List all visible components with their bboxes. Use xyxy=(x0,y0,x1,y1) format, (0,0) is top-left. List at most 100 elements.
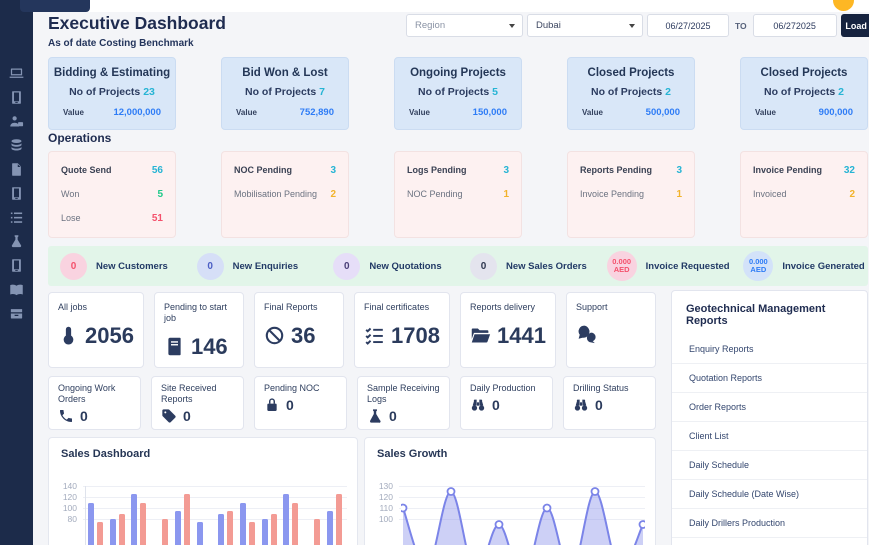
sales-dashboard-bars xyxy=(85,486,347,545)
stat-value: 0 xyxy=(595,396,603,413)
stat-drilling-status: Drilling Status 0 xyxy=(563,376,656,430)
report-link-client-list[interactable]: Client List xyxy=(672,422,867,451)
kpi-card-bid-won-lost: Bid Won & Lost No of Projects 7 Value 752… xyxy=(221,57,349,130)
kpi-title: Closed Projects xyxy=(760,67,848,79)
projects-label: No of Projects xyxy=(69,86,141,98)
value-amount: 150,000 xyxy=(472,107,507,118)
amount: 0.000 xyxy=(612,256,632,266)
binoculars-icon xyxy=(573,397,589,413)
kpi-card-closed-1: Closed Projects No of Projects 2 Value 50… xyxy=(567,57,695,130)
user-lock-icon[interactable] xyxy=(9,114,24,129)
currency: AED xyxy=(750,265,767,274)
summary-band: 0 New Customers 0 New Enquiries 0 New Qu… xyxy=(48,246,868,286)
bar-blue-2 xyxy=(131,494,138,545)
report-link-daily-drillers[interactable]: Daily Drillers Production xyxy=(672,509,867,538)
notebook-icon[interactable] xyxy=(9,90,24,105)
region-select[interactable]: Region xyxy=(406,14,523,37)
kpi-card-closed-2: Closed Projects No of Projects 2 Value 90… xyxy=(740,57,868,130)
archive-icon[interactable] xyxy=(9,306,24,321)
load-button[interactable]: Load xyxy=(840,14,869,37)
stat-all-jobs: All jobs 2056 xyxy=(48,292,144,368)
stat-reports-delivery: Reports delivery 1441 xyxy=(460,292,556,368)
sales-growth-plot: 130 120 110 100 xyxy=(365,481,655,545)
value-amount: 500,000 xyxy=(645,107,680,118)
y-axis-tick: 140 xyxy=(62,481,77,491)
file-icon[interactable] xyxy=(9,162,24,177)
band-label: New Sales Orders xyxy=(506,260,587,272)
coins-icon[interactable] xyxy=(9,138,24,153)
stat-label: Pending NOC xyxy=(264,383,320,393)
flask-icon[interactable] xyxy=(9,234,24,249)
ops-value: 2 xyxy=(849,189,855,200)
stat-value: 0 xyxy=(492,396,500,413)
stat-label: Support xyxy=(575,302,608,312)
ops-card-reports: Reports Pending 3 Invoice Pending 1 xyxy=(567,151,695,238)
bar-blue-8 xyxy=(261,519,268,545)
gridline xyxy=(83,508,347,509)
count-badge: 0 xyxy=(470,252,497,280)
bar-red-6 xyxy=(227,510,234,545)
bar-red-9 xyxy=(292,502,299,545)
projects-label: No of Projects xyxy=(764,86,836,98)
bar-red-0 xyxy=(97,521,103,545)
gridline xyxy=(83,486,347,487)
bar-red-3 xyxy=(162,519,169,545)
laptop-icon[interactable] xyxy=(9,66,24,81)
flask-icon xyxy=(367,408,383,424)
y-axis-tick: 100 xyxy=(378,514,393,524)
top-bar xyxy=(33,0,869,12)
stat-tiles-row-2: Ongoing Work Orders 0 Site Received Repo… xyxy=(48,376,656,430)
stat-label: All jobs xyxy=(58,302,88,312)
projects-count: 2 xyxy=(838,86,844,98)
stat-value: 0 xyxy=(80,407,88,424)
value-amount: 12,000,000 xyxy=(113,107,161,118)
band-item-new-sales-orders: 0 New Sales Orders xyxy=(458,252,595,280)
report-link-daily-schedule[interactable]: Daily Schedule xyxy=(672,451,867,480)
band-item-invoice-generated: 0.000 AED Invoice Generated xyxy=(731,251,868,281)
report-link-order[interactable]: Order Reports xyxy=(672,393,867,422)
stat-final-certificates: Final certificates 1708 xyxy=(354,292,450,368)
date-to-input[interactable] xyxy=(752,14,837,37)
date-from-input[interactable] xyxy=(647,14,729,37)
page-subtitle: As of date Costing Benchmark xyxy=(48,38,194,49)
city-select[interactable]: Dubai xyxy=(527,14,643,37)
chart-title: Sales Dashboard xyxy=(61,448,151,460)
ops-label: Quote Send xyxy=(61,165,112,175)
bar-blue-0 xyxy=(88,502,94,545)
value-label: Value xyxy=(63,108,84,117)
nav-notch xyxy=(20,0,90,12)
bar-red-8 xyxy=(270,513,277,545)
report-link-enquiry[interactable]: Enquiry Reports xyxy=(672,335,867,364)
notebook-icon[interactable] xyxy=(9,258,24,273)
line-point-8 xyxy=(590,487,600,496)
stat-value: 0 xyxy=(286,396,294,413)
kpi-title: Bidding & Estimating xyxy=(53,67,171,79)
projects-label: No of Projects xyxy=(591,86,663,98)
ops-label: Reports Pending xyxy=(580,165,653,175)
stat-tiles-row-1: All jobs 2056 Pending to start job 146 F… xyxy=(48,292,656,368)
band-label: New Enquiries xyxy=(232,260,299,272)
ops-value: 3 xyxy=(503,165,509,176)
y-axis-tick: 120 xyxy=(62,492,77,502)
notebook-icon[interactable] xyxy=(9,186,24,201)
report-link-daily-schedule-datewise[interactable]: Daily Schedule (Date Wise) xyxy=(672,480,867,509)
list-icon[interactable] xyxy=(9,210,24,225)
open-book-icon[interactable] xyxy=(9,282,24,297)
report-link-daily-drillers-monthly[interactable]: Daily Drillers Production (Monthly) xyxy=(672,538,867,545)
stat-label: Drilling Status xyxy=(573,383,629,393)
gridline xyxy=(399,486,645,487)
stat-support: Support xyxy=(565,292,656,368)
stat-value: 1708 xyxy=(391,322,440,348)
sales-dashboard-plot: 140 120 100 80 xyxy=(49,481,357,545)
ops-card-noc: NOC Pending 3 Mobilisation Pending 2 xyxy=(221,151,349,238)
sales-dashboard-chart: Sales Dashboard 140 120 100 80 xyxy=(48,437,358,545)
line-point-10 xyxy=(638,520,645,529)
stat-label: Site Received Reports xyxy=(161,383,217,404)
notification-dot[interactable] xyxy=(833,0,854,11)
report-link-quotation[interactable]: Quotation Reports xyxy=(672,364,867,393)
band-item-new-enquiries: 0 New Enquiries xyxy=(185,252,322,280)
tag-icon xyxy=(161,408,177,424)
ops-value: 3 xyxy=(676,165,682,176)
stat-value: 146 xyxy=(190,333,228,359)
bar-blue-4 xyxy=(174,510,181,545)
